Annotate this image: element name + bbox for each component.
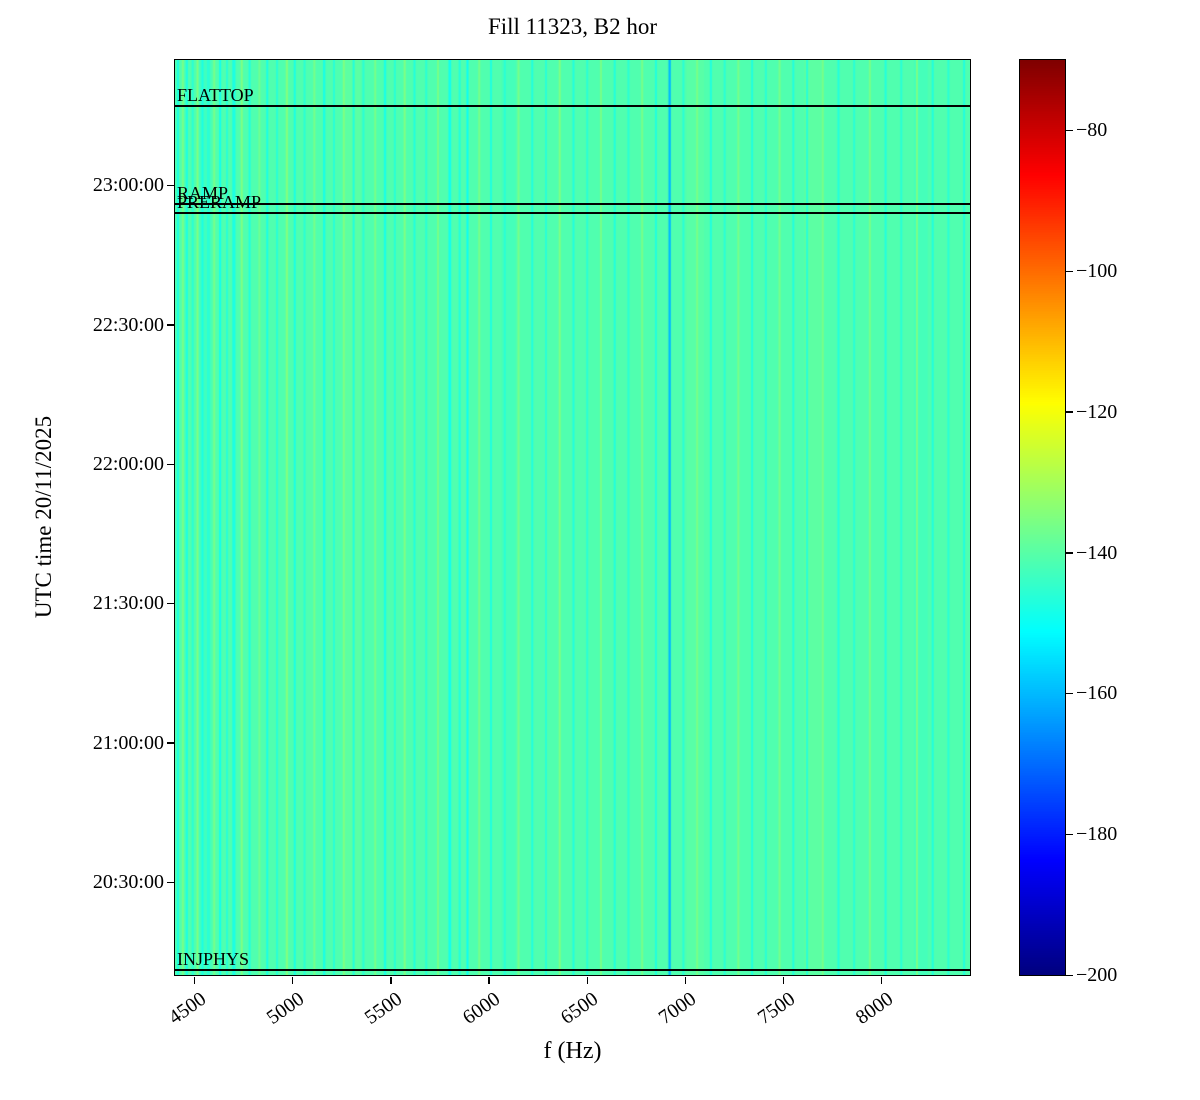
colorbar-tick-mark	[1066, 974, 1073, 976]
colorbar-tick-mark	[1066, 411, 1073, 413]
y-tick-label: 21:30:00	[92, 592, 164, 615]
heatmap-plot-area: FLATTOP RAMP PRERAMP INJPHYS	[174, 59, 971, 976]
heatmap-canvas	[175, 60, 970, 975]
x-tick-mark	[684, 977, 687, 984]
y-tick-label: 22:00:00	[92, 453, 164, 476]
colorbar-tick-mark	[1066, 552, 1073, 554]
x-tick-mark	[782, 977, 785, 984]
colorbar-tick-label: −100	[1076, 260, 1118, 283]
beam-mode-line-flattop	[175, 105, 970, 108]
x-tick-mark	[193, 977, 196, 984]
y-tick-mark	[167, 184, 174, 187]
colorbar-tick-label: −120	[1076, 400, 1118, 423]
y-axis-label: UTC time 20/11/2025	[31, 415, 56, 619]
x-tick-mark	[292, 977, 294, 984]
y-tick-label: 20:30:00	[92, 871, 164, 894]
beam-mode-label-flattop: FLATTOP	[177, 85, 254, 106]
y-tick-label: 21:00:00	[92, 731, 164, 754]
y-tick-mark	[167, 881, 174, 883]
colorbar-tick-label: −80	[1076, 119, 1108, 142]
x-axis-label: f (Hz)	[543, 1038, 602, 1064]
beam-mode-line-ramp	[175, 202, 970, 205]
colorbar-tick-label: −200	[1076, 964, 1118, 986]
colorbar-tick-mark	[1066, 692, 1073, 695]
y-tick-mark	[167, 324, 174, 326]
colorbar	[1019, 59, 1066, 976]
colorbar-tick-mark	[1066, 129, 1073, 132]
y-tick-label: 23:00:00	[92, 174, 164, 197]
x-tick-mark	[880, 977, 883, 984]
y-tick-mark	[167, 742, 174, 744]
y-tick-label: 22:30:00	[92, 313, 164, 336]
beam-mode-label-preramp: PRERAMP	[177, 192, 262, 213]
x-tick-mark	[390, 977, 392, 984]
colorbar-tick-mark	[1066, 833, 1073, 836]
chart-title: Fill 11323, B2 hor	[487, 14, 658, 39]
beam-mode-label-ramp: RAMP	[177, 182, 229, 203]
colorbar-tick-label: −180	[1076, 823, 1118, 846]
colorbar-tick-label: −140	[1076, 541, 1118, 564]
x-tick-mark	[488, 977, 490, 984]
beam-mode-label-injphys: INJPHYS	[177, 949, 250, 970]
y-tick-mark	[167, 463, 174, 465]
colorbar-canvas	[1020, 60, 1065, 975]
y-tick-mark	[167, 602, 174, 605]
colorbar-tick-mark	[1066, 270, 1073, 273]
beam-mode-line-preramp	[175, 212, 970, 215]
x-tick-mark	[586, 977, 588, 984]
beam-mode-line-injphys	[175, 969, 970, 972]
colorbar-tick-label: −160	[1076, 682, 1118, 705]
